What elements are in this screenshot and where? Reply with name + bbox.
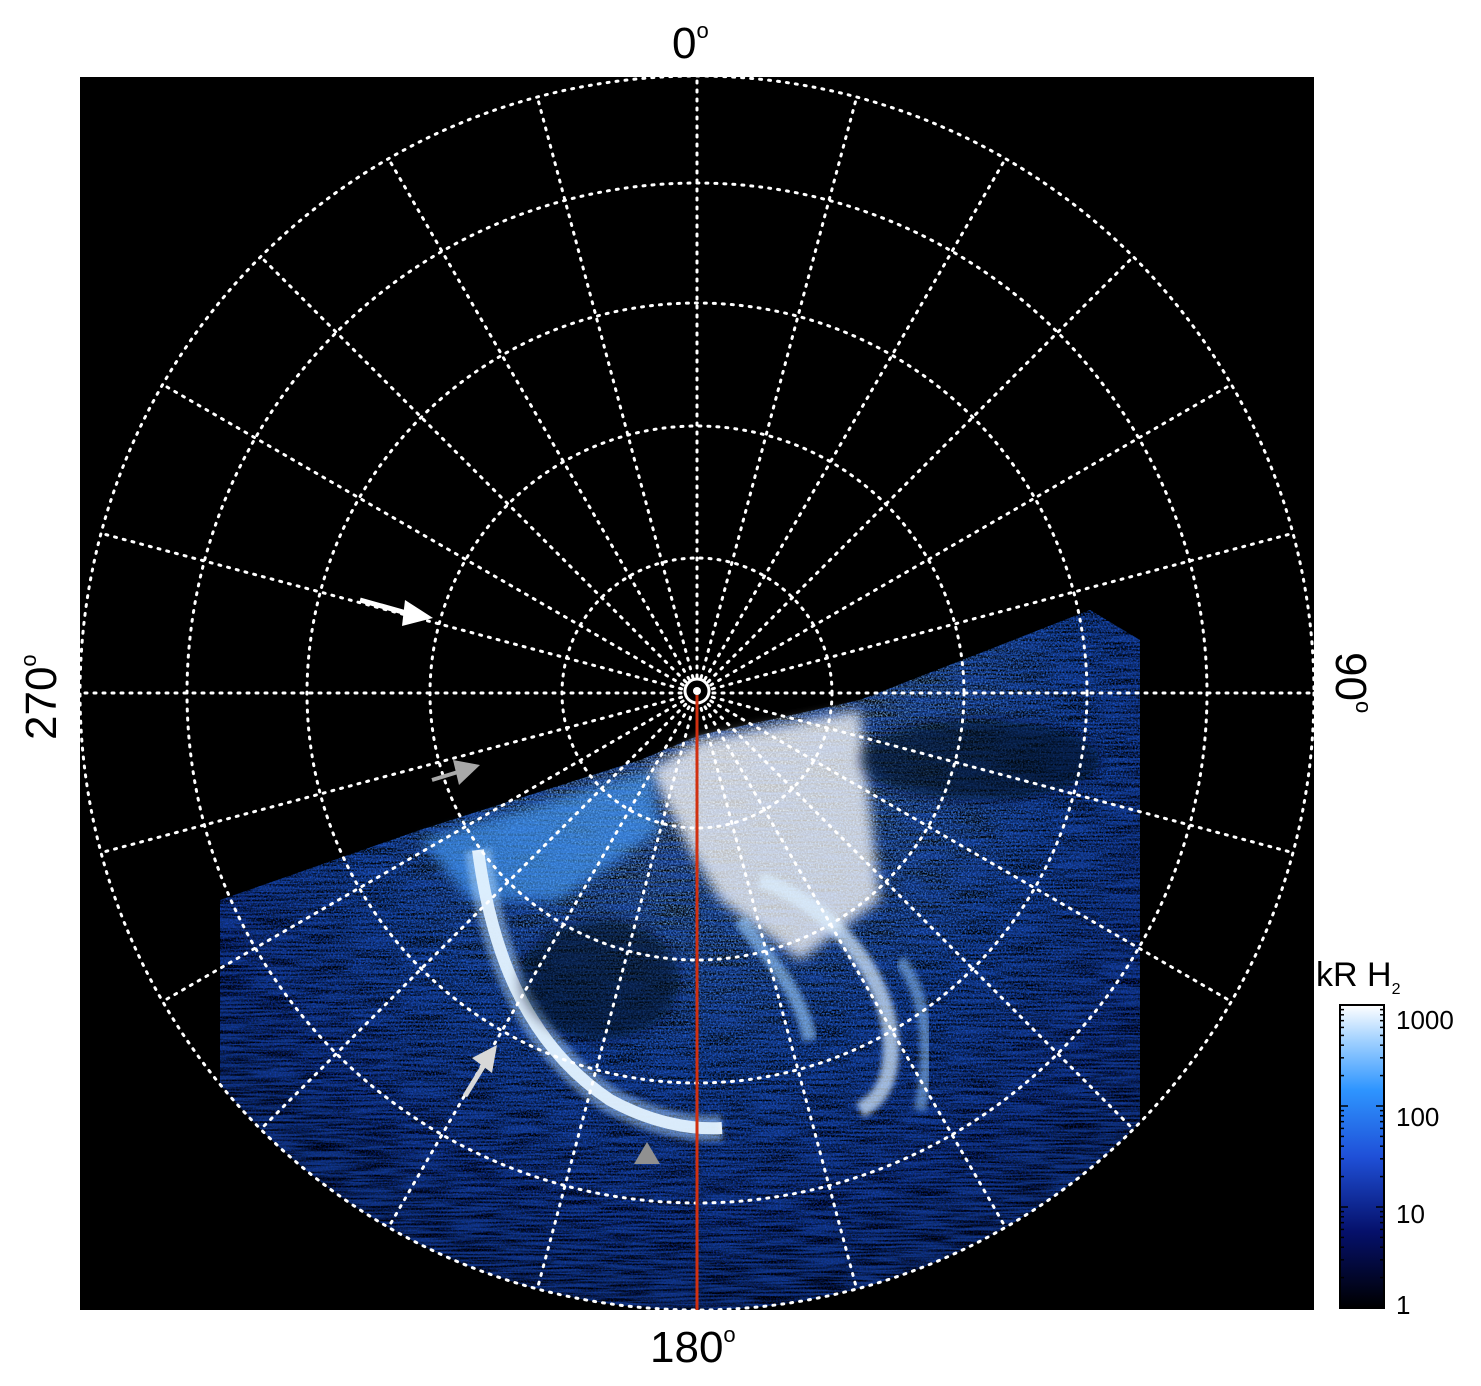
label-270-deg: 270o xyxy=(16,654,66,740)
longitude-line xyxy=(706,702,1135,1131)
longitude-line xyxy=(706,255,1135,684)
longitude-line xyxy=(387,705,691,1229)
label-0-deg: 0o xyxy=(672,18,709,68)
longitude-line xyxy=(709,383,1233,687)
label-180-deg: 180o xyxy=(650,1322,736,1372)
longitude-line xyxy=(710,695,1295,855)
longitude-line xyxy=(709,699,1233,1003)
longitude-line xyxy=(535,95,695,680)
longitude-line xyxy=(703,705,1007,1229)
colorbar xyxy=(1339,1004,1385,1309)
longitude-line xyxy=(259,255,688,684)
colorbar-tick-1: 1 xyxy=(1396,1290,1411,1320)
colorbar-tick-100: 100 xyxy=(1396,1102,1440,1132)
longitude-line xyxy=(161,699,685,1003)
emission-region xyxy=(220,610,1140,1310)
longitude-line xyxy=(99,695,684,855)
arrow-white xyxy=(359,597,433,626)
triangle-marker xyxy=(634,1142,660,1164)
longitude-line xyxy=(710,531,1295,691)
longitude-line xyxy=(699,95,859,680)
colorbar-tick-10: 10 xyxy=(1396,1199,1425,1229)
colorbar-ticks xyxy=(1340,1008,1384,1309)
longitude-line xyxy=(699,706,859,1291)
longitude-line xyxy=(387,157,691,681)
label-90-deg: 90o xyxy=(1326,652,1376,714)
colorbar-tick-1000: 1000 xyxy=(1396,1005,1454,1035)
longitude-line xyxy=(161,383,685,687)
arrow-gray xyxy=(431,760,480,785)
colorbar-title: kR H2 xyxy=(1316,956,1401,998)
longitude-line xyxy=(703,157,1007,681)
longitude-line xyxy=(259,702,688,1131)
longitude-line xyxy=(535,706,695,1291)
arrow-light xyxy=(462,1045,497,1098)
